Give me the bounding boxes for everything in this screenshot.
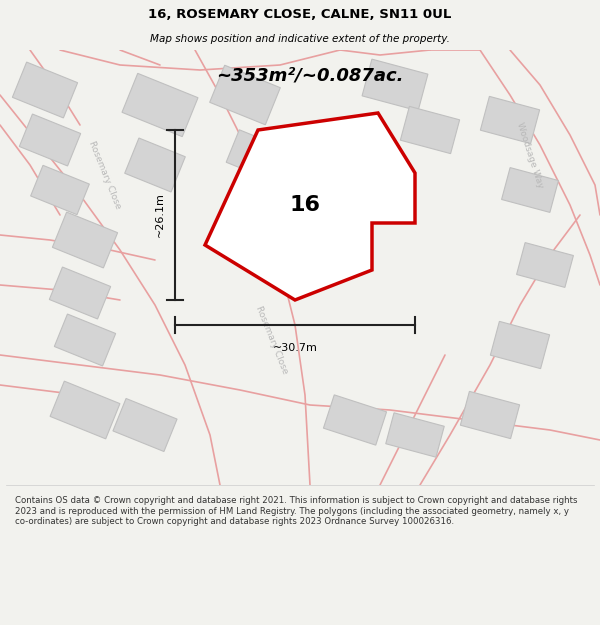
Polygon shape [19, 114, 80, 166]
Polygon shape [125, 138, 185, 192]
Polygon shape [209, 65, 280, 125]
Text: Woodsage Way: Woodsage Way [515, 121, 545, 189]
Polygon shape [400, 106, 460, 154]
Text: 16, ROSEMARY CLOSE, CALNE, SN11 0UL: 16, ROSEMARY CLOSE, CALNE, SN11 0UL [148, 8, 452, 21]
Polygon shape [226, 130, 284, 180]
Polygon shape [517, 242, 574, 288]
Text: Rosemary Close: Rosemary Close [87, 140, 123, 210]
Text: 16: 16 [290, 195, 320, 215]
Polygon shape [49, 267, 110, 319]
Polygon shape [481, 96, 539, 144]
Polygon shape [52, 212, 118, 268]
Text: ~353m²/~0.087ac.: ~353m²/~0.087ac. [216, 66, 404, 84]
Text: Rosemary Close: Rosemary Close [254, 305, 290, 375]
Polygon shape [113, 399, 177, 451]
Polygon shape [205, 113, 415, 300]
Polygon shape [31, 166, 89, 214]
Polygon shape [362, 59, 428, 111]
Text: Contains OS data © Crown copyright and database right 2021. This information is : Contains OS data © Crown copyright and d… [15, 496, 577, 526]
Polygon shape [490, 321, 550, 369]
Text: ~26.1m: ~26.1m [155, 192, 165, 238]
Polygon shape [50, 381, 120, 439]
Polygon shape [386, 413, 444, 457]
Polygon shape [502, 168, 559, 212]
Text: ~30.7m: ~30.7m [272, 343, 317, 353]
Polygon shape [460, 391, 520, 439]
Polygon shape [55, 314, 116, 366]
Polygon shape [122, 73, 198, 137]
Text: Map shows position and indicative extent of the property.: Map shows position and indicative extent… [150, 34, 450, 44]
Polygon shape [323, 395, 386, 445]
Polygon shape [13, 62, 77, 118]
